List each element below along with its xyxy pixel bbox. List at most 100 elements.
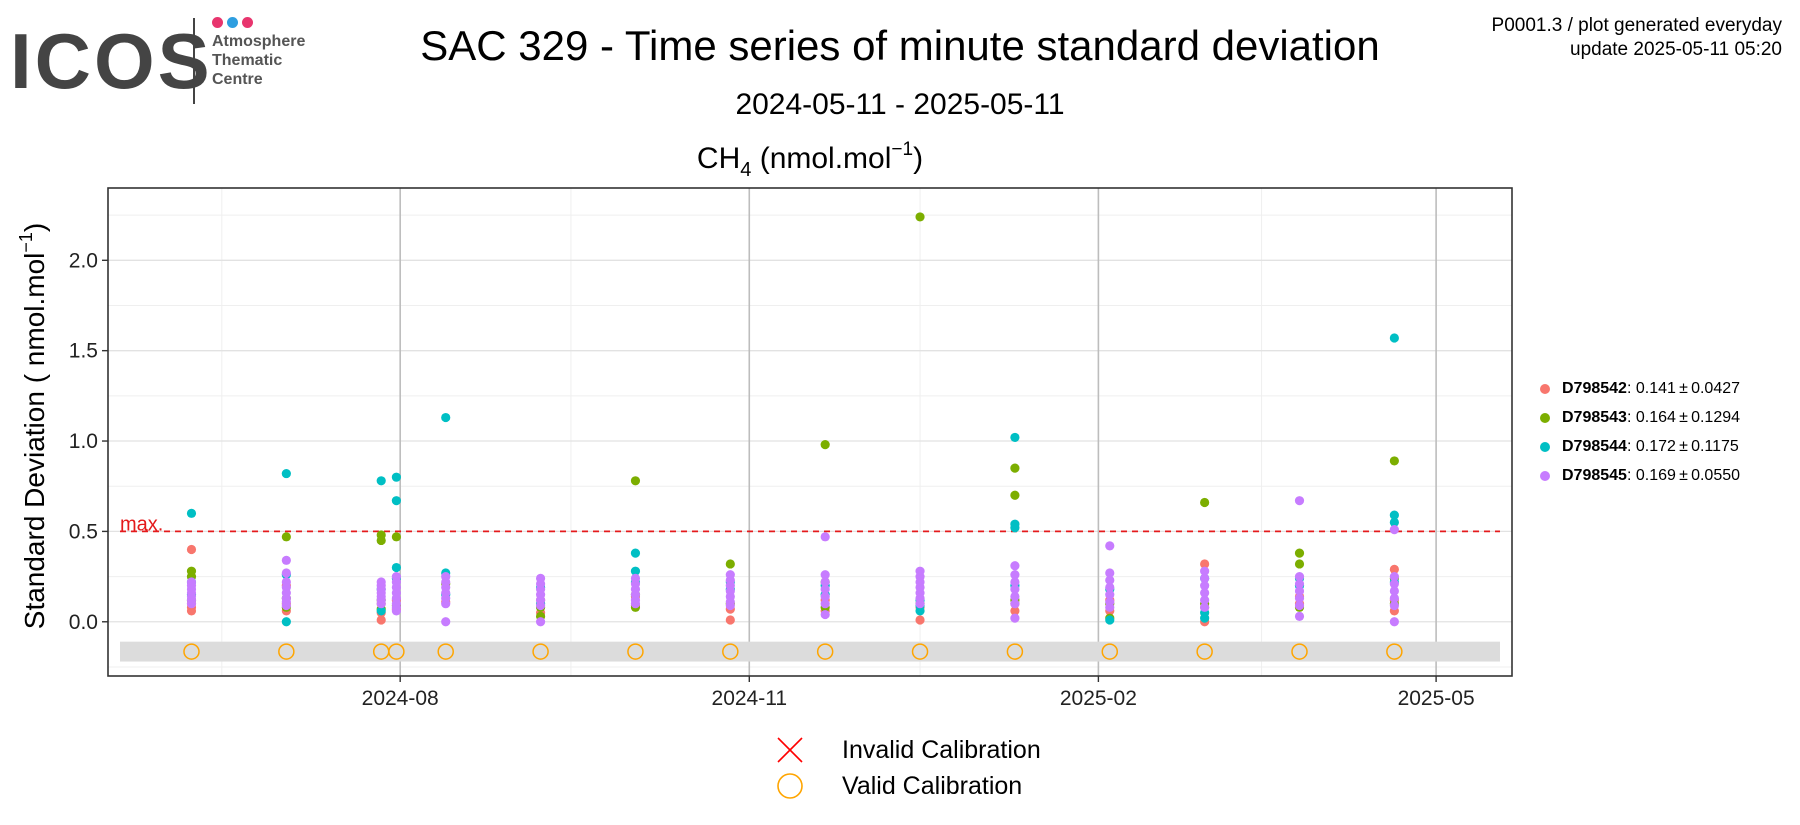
data-point-D798545	[281, 568, 291, 578]
logo-sub-line-2: Thematic	[212, 52, 283, 69]
data-point-D798544	[391, 562, 401, 573]
generation-info-line-1: P0001.3 / plot generated everyday	[1491, 15, 1782, 36]
data-point-D798545	[281, 555, 291, 565]
data-point-D798543	[1294, 559, 1305, 569]
legend-series-stats: : 0.141 ± 0.0427	[1626, 379, 1741, 397]
data-point-D798543	[1294, 548, 1305, 558]
data-point-D798545	[1389, 593, 1399, 603]
legend-series-name: D798544	[1562, 437, 1627, 455]
grid-lines	[108, 188, 1512, 676]
data-point-D798545	[820, 609, 830, 620]
data-point-D798545	[535, 617, 546, 627]
panel-title-unit-sup: −1	[891, 139, 913, 160]
data-point-D798542	[725, 615, 735, 625]
legend-marker	[1540, 383, 1550, 394]
legend-series-name: D798542	[1562, 379, 1627, 397]
threshold-label: max.	[120, 513, 163, 535]
icos-logo: ICOS Atmosphere Thematic Centre	[10, 14, 330, 106]
legend-valid-calibration: Valid Calibration	[772, 768, 1041, 804]
data-point-D798545	[1105, 590, 1115, 600]
x-tick-label: 2024-11	[712, 687, 788, 710]
y-tick-label: 0.0	[69, 611, 98, 634]
data-point-D798545	[1294, 611, 1305, 621]
data-point-D798542	[915, 615, 925, 625]
panel-title-unit: (nmol.mol	[751, 142, 891, 175]
data-point-D798545	[1105, 582, 1115, 593]
legend-item: D798545: 0.169 ± 0.0550	[1540, 461, 1740, 490]
page-title: SAC 329 - Time series of minute standard…	[420, 22, 1380, 69]
data-point-D798545	[1389, 617, 1399, 627]
valid-calibration-marker	[911, 643, 929, 660]
data-point-D798545	[441, 599, 451, 609]
data-point-D798545	[630, 599, 641, 609]
logo-sub-line-3: Centre	[212, 71, 263, 88]
x-tick-label: 2024-08	[362, 687, 439, 710]
valid-calibration-marker	[1006, 643, 1024, 660]
data-point-D798544	[376, 606, 386, 616]
data-point-D798545	[820, 532, 830, 542]
data-point-D798545	[1200, 581, 1210, 591]
panel-title-subscript: 4	[740, 159, 751, 181]
data-point-D798545	[1389, 525, 1399, 535]
data-point-D798545	[1010, 591, 1020, 602]
y-axis-title-text: Standard Deviation ( nmol.mol	[19, 253, 50, 630]
plot-background	[108, 188, 1512, 676]
legend-series-stats: : 0.164 ± 0.1294	[1626, 408, 1741, 426]
data-point-D798543	[376, 535, 386, 546]
data-point-D798544	[1389, 517, 1399, 527]
data-point-D798545	[391, 606, 401, 616]
data-point-D798545	[820, 570, 830, 580]
legend-item: D798542: 0.141 ± 0.0427	[1540, 374, 1740, 403]
data-point-D798544	[441, 412, 451, 423]
data-point-D798545	[1200, 602, 1210, 612]
legend-series-name: D798545	[1562, 466, 1627, 484]
calibration-legend: Invalid Calibration Valid Calibration	[772, 732, 1041, 804]
valid-calibration-marker	[722, 643, 739, 660]
logo-sub-line-1: Atmosphere	[212, 33, 306, 50]
valid-calibration-marker	[1196, 643, 1213, 660]
data-point-D798542	[1389, 564, 1399, 574]
data-point-D798545	[376, 599, 386, 609]
generation-info: P0001.3 / plot generated everyday update…	[1492, 14, 1782, 62]
legend-marker	[1540, 441, 1550, 452]
data-point-D798543	[281, 532, 291, 542]
valid-calibration-marker	[1291, 643, 1308, 660]
data-point-D798545	[1105, 575, 1115, 585]
data-point-D798545	[1200, 566, 1210, 576]
data-point-D798544	[1389, 510, 1399, 520]
data-point-D798544	[1105, 615, 1115, 625]
legend-marker	[1540, 470, 1550, 481]
data-point-D798542	[376, 615, 386, 625]
data-point-D798542	[1200, 559, 1210, 569]
data-point-D798544	[630, 548, 641, 558]
legend-invalid-label: Invalid Calibration	[842, 735, 1041, 764]
data-point-D798545	[1389, 586, 1399, 596]
data-point-D798543	[1010, 463, 1020, 473]
legend-item: D798544: 0.172 ± 0.1175	[1540, 432, 1740, 461]
data-point-D798545	[1010, 584, 1020, 594]
logo-dot-1	[212, 17, 223, 28]
data-point-D798545	[725, 600, 735, 611]
calibration-band-rect	[120, 641, 1500, 662]
y-axis-title: Standard Deviation ( nmol.mol−1)	[16, 223, 50, 629]
data-point-D798545	[1105, 568, 1115, 578]
data-point-D798543	[391, 532, 401, 542]
data-point-D798545	[915, 599, 925, 609]
valid-calibration-marker	[183, 643, 200, 660]
valid-calibration-marker	[627, 643, 644, 660]
data-point-D798545	[1389, 579, 1399, 589]
data-point-D798545	[1294, 571, 1305, 582]
data-point-D798544	[1010, 432, 1020, 443]
legend-valid-label: Valid Calibration	[842, 771, 1023, 800]
data-point-D798545	[1294, 496, 1305, 506]
y-axis-title-sup: −1	[16, 232, 36, 253]
data-point-D798545	[535, 600, 546, 611]
data-point-D798545	[1294, 593, 1305, 603]
valid-calibration-marker	[1101, 643, 1119, 660]
data-point-D798545	[1010, 577, 1020, 587]
logo-divider	[193, 18, 195, 104]
valid-calibration-marker	[437, 643, 454, 660]
legend-marker	[1540, 412, 1550, 423]
legend-invalid-calibration: Invalid Calibration	[772, 732, 1041, 768]
